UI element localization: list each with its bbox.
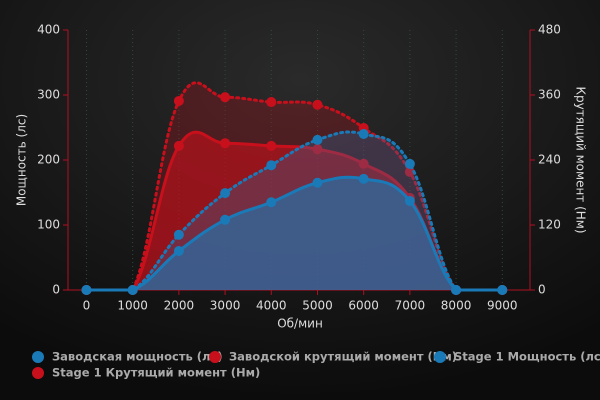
y2-tick-label: 360	[538, 88, 561, 102]
point	[497, 285, 508, 295]
point	[173, 246, 184, 256]
point	[220, 138, 231, 149]
point	[404, 195, 415, 206]
point	[266, 197, 277, 208]
point	[173, 140, 184, 151]
point	[358, 173, 369, 184]
point	[312, 99, 323, 110]
line	[84, 130, 504, 292]
point	[404, 166, 415, 177]
point	[312, 134, 323, 145]
point	[220, 188, 231, 199]
point	[266, 160, 277, 171]
x-tick-label: 9000	[487, 299, 518, 313]
x-tick-label: 5000	[302, 299, 333, 313]
y-tick-label: 0	[52, 283, 60, 297]
point	[312, 144, 323, 155]
y2-tick-label: 480	[538, 23, 561, 37]
x-tick-label: 8000	[441, 299, 472, 313]
legend-marker	[434, 351, 446, 363]
point	[358, 158, 369, 169]
x-tick-label: 0	[83, 299, 91, 313]
legend-marker	[32, 367, 44, 379]
point	[220, 214, 231, 225]
x-tick-label: 7000	[395, 299, 426, 313]
point	[173, 229, 184, 240]
point	[220, 92, 231, 103]
x-tick-label: 4000	[256, 299, 287, 313]
legend-label: Заводской крутящий момент (Нм)	[229, 350, 457, 364]
y2-tick-label: 120	[538, 218, 561, 232]
y-tick-label: 300	[37, 88, 60, 102]
y-tick-label: 400	[37, 23, 60, 37]
legend-label: Stage 1 Мощность (лс)	[454, 350, 600, 364]
x-tick-label: 6000	[348, 299, 379, 313]
legend-label: Заводская мощность (лс)	[52, 350, 223, 364]
y2-tick-label: 0	[538, 283, 546, 297]
x-axis-label: Об/мин	[277, 317, 323, 331]
point	[451, 285, 462, 295]
point	[358, 129, 369, 139]
y-tick-label: 200	[37, 153, 60, 167]
y2-axis-label: Крутящий момент (Нм)	[574, 86, 588, 233]
point	[312, 177, 323, 188]
y2-tick-label: 240	[538, 153, 561, 167]
point	[81, 285, 92, 295]
legend-marker	[209, 351, 221, 363]
point	[266, 97, 277, 108]
y-axis-label: Мощность (лс)	[15, 114, 29, 206]
point	[266, 140, 277, 151]
legend-marker	[32, 351, 44, 363]
legend-label: Stage 1 Крутящий момент (Нм)	[52, 366, 260, 380]
point	[404, 158, 415, 169]
x-tick-label: 1000	[117, 299, 148, 313]
point	[173, 95, 184, 106]
y-tick-label: 100	[37, 218, 60, 232]
line	[84, 175, 504, 292]
point	[127, 285, 138, 295]
x-tick-label: 3000	[210, 299, 241, 313]
x-tick-label: 2000	[164, 299, 195, 313]
area	[86, 177, 503, 290]
